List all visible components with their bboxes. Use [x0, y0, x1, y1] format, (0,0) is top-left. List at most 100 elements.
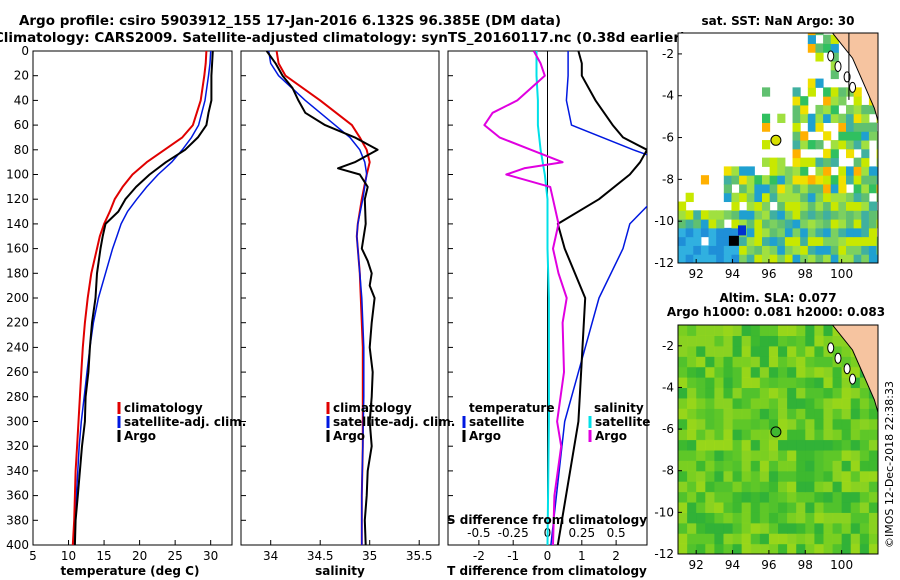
sla-cell — [787, 491, 797, 503]
island — [827, 342, 835, 354]
sst-cell — [716, 236, 725, 246]
sla-cell — [696, 501, 706, 513]
sst-cell — [800, 113, 809, 123]
sla-cell — [805, 543, 815, 554]
sla-cell — [696, 449, 706, 461]
sla-cell — [750, 522, 761, 534]
sst-cell — [700, 227, 710, 238]
sst-cell — [800, 183, 809, 194]
sst-cell — [838, 87, 847, 97]
sla-cell — [732, 501, 743, 513]
sst-cell — [716, 210, 725, 220]
map-x-tick-label: 92 — [689, 267, 704, 281]
sst-cell — [830, 43, 839, 53]
sla-cell — [741, 491, 752, 503]
sla-cell — [814, 345, 825, 357]
sst-cell — [838, 236, 847, 246]
sla-cell — [759, 408, 770, 420]
sst-cell — [784, 175, 794, 185]
x-top-tick-label: 0.5 — [607, 526, 626, 540]
sst-cell — [777, 254, 786, 263]
sst-cell — [807, 78, 816, 88]
sst-cell — [693, 219, 702, 229]
sst-cell — [792, 104, 801, 115]
sla-cell — [750, 439, 761, 451]
sst-cell — [853, 104, 862, 115]
sla-cell — [805, 501, 815, 513]
sla-cell — [750, 418, 761, 430]
sst-cell — [861, 219, 870, 229]
sla-cell — [714, 429, 725, 441]
sla-cell — [750, 356, 761, 368]
sla-cell — [678, 491, 688, 503]
sst-cell — [868, 219, 878, 229]
sst-cell — [723, 192, 732, 203]
sst-cell — [830, 245, 839, 255]
sst-cell — [739, 166, 748, 176]
sst-cell — [777, 219, 786, 229]
sla-cell — [778, 460, 788, 472]
sla-cell — [814, 512, 825, 524]
sla-cell — [768, 470, 779, 482]
sla-cell — [787, 449, 797, 461]
sst-cell — [792, 245, 801, 255]
sst-cell — [830, 227, 839, 238]
sst-cell — [876, 192, 878, 203]
sla-cell — [723, 325, 734, 337]
sst-cell — [769, 219, 778, 229]
sla-cell — [868, 481, 878, 493]
sla-cell — [850, 387, 861, 399]
sst-cell — [762, 254, 771, 263]
land — [831, 33, 878, 121]
sla-cell — [714, 543, 725, 554]
legend-argo-label: Argo — [124, 429, 156, 443]
sla-cell — [741, 345, 752, 357]
sst-cell — [708, 254, 717, 263]
sla-cell — [696, 408, 706, 420]
sla-cell — [768, 460, 779, 472]
sla-cell — [750, 460, 761, 472]
sla-cell — [796, 439, 806, 451]
sst-cell — [815, 166, 824, 176]
sst-cell — [708, 236, 717, 246]
sla-cell — [759, 522, 770, 534]
sst-cell — [800, 210, 809, 220]
sla-cell — [823, 512, 834, 524]
sla-cell — [814, 533, 825, 545]
sla-map-field — [678, 325, 878, 554]
sst-cell — [815, 227, 824, 238]
sst-cell — [846, 113, 855, 123]
sla-cell — [832, 387, 843, 399]
legend-temperature-title: temperature — [469, 401, 554, 415]
sst-cell — [838, 175, 847, 185]
sst-cell — [739, 175, 748, 185]
sst-cell — [876, 254, 878, 263]
sla-cell — [759, 325, 770, 337]
island — [849, 373, 857, 385]
sla-cell — [787, 397, 797, 409]
sst-cell — [815, 192, 824, 203]
sla-cell — [759, 512, 770, 524]
sst-cell — [853, 87, 862, 97]
sla-cell — [714, 397, 725, 409]
sla-cell — [787, 522, 797, 534]
sla-cell — [678, 325, 688, 337]
island — [827, 50, 835, 62]
sst-cell — [876, 131, 878, 141]
sla-cell — [759, 335, 770, 347]
map-y-tick-label: -6 — [662, 422, 674, 436]
sla-cell — [714, 356, 725, 368]
sla-cell — [723, 377, 734, 389]
sla-cell — [778, 533, 788, 545]
sst-cell — [846, 148, 855, 159]
sla-cell — [723, 533, 734, 545]
sst-cell — [762, 236, 771, 246]
sst-cell — [762, 157, 771, 167]
sst-cell — [762, 87, 771, 97]
island — [834, 352, 842, 364]
sst-cell — [746, 183, 755, 194]
sst-cell — [861, 148, 870, 159]
sla-cell — [678, 366, 688, 378]
sla-cell — [832, 522, 843, 534]
sla-cell — [841, 491, 852, 503]
